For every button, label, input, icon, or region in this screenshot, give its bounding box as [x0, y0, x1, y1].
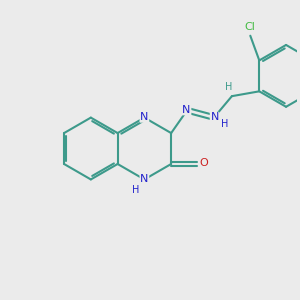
Text: N: N: [210, 112, 219, 122]
Text: H: H: [225, 82, 232, 92]
Text: N: N: [182, 105, 191, 115]
Text: H: H: [221, 119, 229, 129]
Text: N: N: [140, 112, 148, 122]
Text: H: H: [133, 185, 140, 195]
Text: N: N: [140, 174, 148, 184]
Text: O: O: [200, 158, 208, 168]
Text: Cl: Cl: [245, 22, 256, 32]
